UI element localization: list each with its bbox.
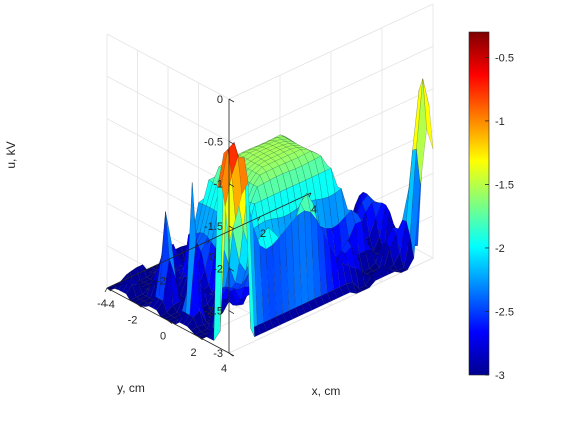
y-tick-label: -2 <box>128 314 138 326</box>
z-tick-label: -1 <box>213 179 223 191</box>
z-tick-mark <box>228 352 235 357</box>
z-tick-label: -2.5 <box>204 306 223 318</box>
z-tick-mark <box>228 225 235 230</box>
x-tick-mark <box>206 240 210 245</box>
z-tick-label: -3 <box>213 348 223 360</box>
z-tick-mark <box>228 98 235 103</box>
grid-z <box>106 3 434 100</box>
x-tick-label: -2 <box>156 275 166 287</box>
surface-patch <box>225 175 236 243</box>
x-tick-mark <box>308 192 312 198</box>
y-tick-mark <box>106 287 112 292</box>
z-tick-label: -1.5 <box>204 221 223 233</box>
z-tick-mark <box>228 310 235 315</box>
y-tick-mark <box>167 320 173 324</box>
z-tick-mark <box>228 183 235 188</box>
colorbar-ticks: -0.5 -1 -1.5 -2 -2.5 -3 <box>485 52 514 382</box>
y-tick-label: 4 <box>221 363 227 375</box>
x-tick-mark <box>155 264 159 269</box>
x-tick-mark <box>257 216 261 221</box>
x-tick-label: 4 <box>311 204 317 216</box>
y-tick-mark <box>198 336 203 341</box>
z-tick-mark <box>228 140 235 145</box>
colorbar-tick-label: -1 <box>495 116 505 128</box>
z-tick-label: 0 <box>217 94 223 106</box>
colorbar-tick-label: -3 <box>495 370 505 382</box>
y-tick-label: 0 <box>160 331 166 343</box>
colorbar-tick-label: -1.5 <box>495 179 514 191</box>
z-tick-mark <box>228 267 235 272</box>
x-tick-mark <box>104 287 108 293</box>
y-axis-label: y, cm <box>117 381 145 395</box>
grid-z <box>106 45 434 142</box>
x-tick-label: 0 <box>209 252 215 264</box>
y-tick-mark <box>137 303 142 308</box>
colorbar-tick-label: -2 <box>495 243 505 255</box>
surface-mesh <box>106 78 434 342</box>
x-tick-label: 2 <box>260 228 266 240</box>
x-axis-label: x, cm <box>312 384 341 398</box>
colorbar-tick-label: -2.5 <box>495 306 514 318</box>
z-tick-label: -0.5 <box>204 136 223 148</box>
colorbar-gradient <box>468 31 490 376</box>
z-axis-label: u, kV <box>4 141 18 168</box>
colorbar-tick-label: -0.5 <box>495 52 514 64</box>
y-tick-label: -4 <box>97 298 107 310</box>
y-tick-label: 2 <box>190 347 196 359</box>
colorbar: -0.5 -1 -1.5 -2 -2.5 -3 <box>468 31 514 382</box>
z-tick-label: -2 <box>213 263 223 275</box>
x-tick-label: -4 <box>105 299 115 311</box>
